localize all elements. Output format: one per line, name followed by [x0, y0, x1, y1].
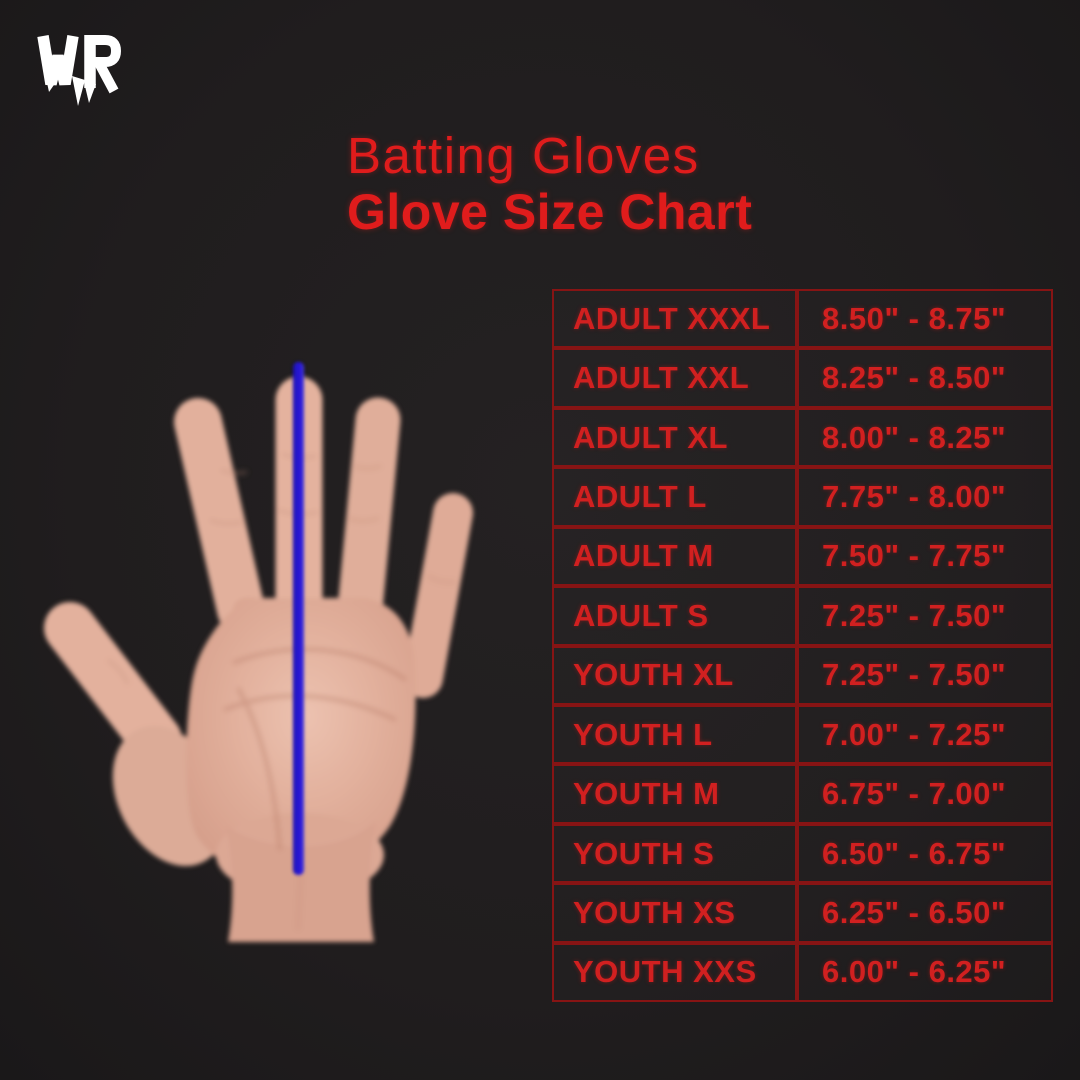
size-chart-row: ADULT S 7.25" - 7.50": [552, 586, 1053, 646]
size-range-cell: 7.25" - 7.50": [797, 586, 1053, 646]
pinky-finger: [403, 493, 473, 698]
title-line-1: Batting Gloves: [347, 127, 700, 184]
hand-photo: [44, 362, 473, 942]
size-label-cell: ADULT L: [552, 467, 797, 527]
hand-shape: [44, 376, 473, 942]
index-finger: [174, 398, 265, 634]
size-chart-row: ADULT XL 8.00" - 8.25": [552, 407, 1053, 468]
size-chart-row: YOUTH XXS 6.00" - 6.25": [552, 942, 1053, 1003]
page-title: Batting Gloves Glove Size Chart: [347, 128, 752, 237]
size-chart-row: YOUTH XS 6.25" - 6.50": [552, 883, 1053, 943]
size-range-cell: 7.00" - 7.25": [797, 704, 1053, 765]
size-chart-row: ADULT XXL 8.25" - 8.50": [552, 348, 1053, 408]
size-label-cell: ADULT S: [552, 586, 797, 646]
size-range-cell: 8.00" - 8.25": [797, 407, 1053, 468]
size-range-cell: 6.00" - 6.25": [797, 942, 1053, 1003]
size-range-cell: 7.25" - 7.50": [797, 645, 1053, 705]
size-chart-row: ADULT XXXL 8.50" - 8.75": [552, 289, 1053, 349]
size-label-cell: ADULT M: [552, 526, 797, 587]
size-label-cell: ADULT XXXL: [552, 289, 797, 349]
size-range-cell: 6.75" - 7.00": [797, 764, 1053, 824]
size-range-cell: 8.50" - 8.75": [797, 289, 1053, 349]
wr-logo-icon: WR: [37, 35, 122, 106]
size-label-cell: YOUTH XS: [552, 883, 797, 943]
measurement-line: [293, 362, 304, 875]
title-line-2: Glove Size Chart: [347, 184, 753, 241]
size-chart-row: ADULT M 7.50" - 7.75": [552, 526, 1053, 587]
size-range-cell: 6.25" - 6.50": [797, 883, 1053, 943]
size-chart-row: YOUTH L 7.00" - 7.25": [552, 704, 1053, 765]
size-range-cell: 6.50" - 6.75": [797, 823, 1053, 884]
size-label-cell: YOUTH XXS: [552, 942, 797, 1003]
size-label-cell: YOUTH XL: [552, 645, 797, 705]
size-label-cell: ADULT XL: [552, 407, 797, 468]
size-label-cell: YOUTH S: [552, 823, 797, 884]
thumb: [44, 602, 182, 766]
size-chart-row: ADULT L 7.75" - 8.00": [552, 467, 1053, 527]
size-range-cell: 8.25" - 8.50": [797, 348, 1053, 408]
size-chart-row: YOUTH M 6.75" - 7.00": [552, 764, 1053, 824]
size-range-cell: 7.75" - 8.00": [797, 467, 1053, 527]
hand-measurement-graphic: [28, 358, 498, 953]
size-label-cell: ADULT XXL: [552, 348, 797, 408]
size-label-cell: YOUTH M: [552, 764, 797, 824]
size-chart-row: YOUTH S 6.50" - 6.75": [552, 823, 1053, 884]
size-label-cell: YOUTH L: [552, 704, 797, 765]
size-range-cell: 7.50" - 7.75": [797, 526, 1053, 587]
size-chart-row: YOUTH XL 7.25" - 7.50": [552, 645, 1053, 705]
size-chart-table: ADULT XXXL 8.50" - 8.75" ADULT XXL 8.25"…: [552, 289, 1053, 1003]
